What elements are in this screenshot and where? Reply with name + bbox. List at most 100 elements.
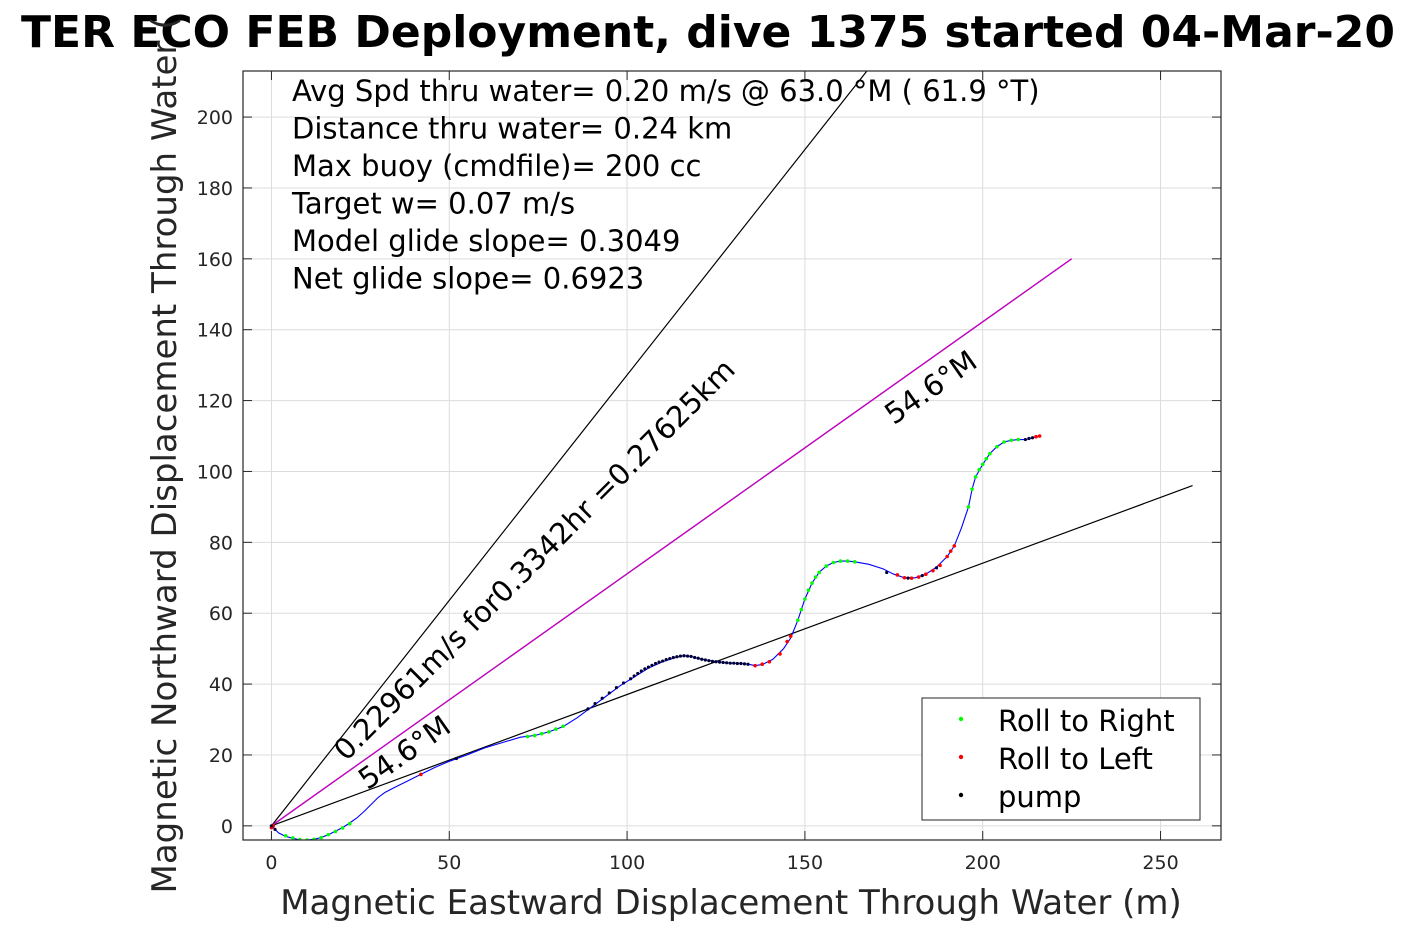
pump-point xyxy=(742,662,747,666)
pump-point xyxy=(664,658,668,662)
pump-point xyxy=(700,657,704,661)
pump-point xyxy=(454,756,458,761)
roll-right-point xyxy=(988,451,992,456)
x-axis-label: Magnetic Eastward Displacement Through W… xyxy=(280,883,1182,923)
info-line: Net glide slope= 0.6923 xyxy=(292,262,644,296)
roll-right-point xyxy=(970,487,974,491)
info-line: Avg Spd thru water= 0.20 m/s @ 63.0 °M (… xyxy=(292,74,1040,108)
pump-point xyxy=(273,827,277,831)
roll-right-point xyxy=(973,474,978,479)
x-tick-label: 250 xyxy=(1142,852,1178,874)
pump-point xyxy=(685,654,690,658)
roll-right-point xyxy=(554,727,558,731)
x-tick-label: 100 xyxy=(609,852,645,874)
pump-point xyxy=(710,659,715,663)
legend-entry: Roll to Left xyxy=(998,742,1153,776)
roll-left-point xyxy=(902,575,907,580)
reference-line-heading-overlay xyxy=(271,258,1073,827)
x-tick-label: 0 xyxy=(265,852,277,874)
legend-marker xyxy=(958,792,964,798)
pump-point xyxy=(735,661,739,666)
y-tick-label: 0 xyxy=(221,816,233,838)
chart-title: TER ECO FEB Deployment, dive 1375 starte… xyxy=(21,7,1395,58)
plot-frame xyxy=(242,70,1222,841)
roll-left-point xyxy=(924,572,928,577)
roll-right-point xyxy=(547,730,551,734)
roll-left-point xyxy=(788,634,793,639)
pump-point xyxy=(614,686,619,690)
pump-point xyxy=(639,669,643,673)
reference-line-shallow xyxy=(271,485,1193,827)
y-tick-label: 200 xyxy=(197,107,233,129)
roll-left-point xyxy=(895,573,900,577)
roll-right-point xyxy=(799,607,804,612)
roll-right-point xyxy=(561,724,565,729)
pump-point xyxy=(696,656,700,660)
pump-point xyxy=(661,659,665,663)
y-tick-label: 120 xyxy=(197,391,233,413)
roll-left-point xyxy=(760,662,765,667)
roll-right-point xyxy=(984,456,989,461)
y-tick-label: 180 xyxy=(197,178,233,200)
roll-right-point xyxy=(532,733,537,738)
legend-marker xyxy=(958,716,964,722)
roll-right-point xyxy=(539,731,544,736)
pump-point xyxy=(593,701,597,706)
pump-point xyxy=(678,654,683,658)
roll-left-point xyxy=(931,568,935,573)
pump-point xyxy=(675,655,679,659)
y-tick-label: 40 xyxy=(209,674,233,696)
pump-point xyxy=(885,570,889,575)
info-line: Model glide slope= 0.3049 xyxy=(292,224,680,258)
pump-point xyxy=(703,658,707,662)
roll-right-point xyxy=(813,575,818,579)
roll-left-point xyxy=(419,772,423,777)
roll-left-point xyxy=(767,659,772,664)
reference-line-steep xyxy=(270,71,868,827)
legend-box xyxy=(921,697,1201,821)
roll-right-point xyxy=(810,581,814,585)
roll-right-point xyxy=(852,560,857,564)
pump-point xyxy=(586,707,590,711)
pump-point xyxy=(668,656,672,661)
roll-right-point xyxy=(803,597,807,601)
roll-right-point xyxy=(333,829,338,834)
pump-point xyxy=(728,661,732,665)
info-line: Target w= 0.07 m/s xyxy=(291,187,575,221)
pump-point xyxy=(689,654,693,659)
roll-right-point xyxy=(290,836,295,840)
y-tick-label: 100 xyxy=(197,461,233,483)
legend-marker xyxy=(958,754,964,760)
roll-right-point xyxy=(824,564,829,568)
roll-right-point xyxy=(845,559,850,563)
pump-point xyxy=(934,566,939,570)
pump-point xyxy=(646,665,651,669)
roll-left-point xyxy=(1037,434,1042,438)
roll-right-point xyxy=(312,837,316,840)
roll-left-point xyxy=(753,663,757,668)
pump-point xyxy=(657,660,661,664)
x-tick-label: 200 xyxy=(965,852,1001,874)
pump-point xyxy=(682,654,686,658)
roll-left-point xyxy=(1034,434,1038,439)
pump-point xyxy=(717,660,722,664)
pump-point xyxy=(607,691,611,695)
roll-right-point xyxy=(817,570,821,575)
pump-point xyxy=(746,662,750,666)
roll-right-point xyxy=(995,444,999,449)
roll-right-point xyxy=(525,734,530,739)
pump-point xyxy=(632,674,636,678)
y-tick-label: 20 xyxy=(209,745,233,767)
roll-right-point xyxy=(1009,438,1013,443)
y-tick-label: 140 xyxy=(197,320,233,342)
y-tick-label: 60 xyxy=(209,603,233,625)
roll-right-point xyxy=(806,588,811,592)
roll-right-point xyxy=(326,832,331,837)
roll-left-point xyxy=(778,652,782,656)
y-tick-label: 80 xyxy=(209,532,233,554)
roll-left-point xyxy=(785,639,789,644)
pump-point xyxy=(732,661,736,665)
roll-right-point xyxy=(340,826,345,830)
info-line: Distance thru water= 0.24 km xyxy=(292,112,732,146)
pump-point xyxy=(671,655,675,660)
